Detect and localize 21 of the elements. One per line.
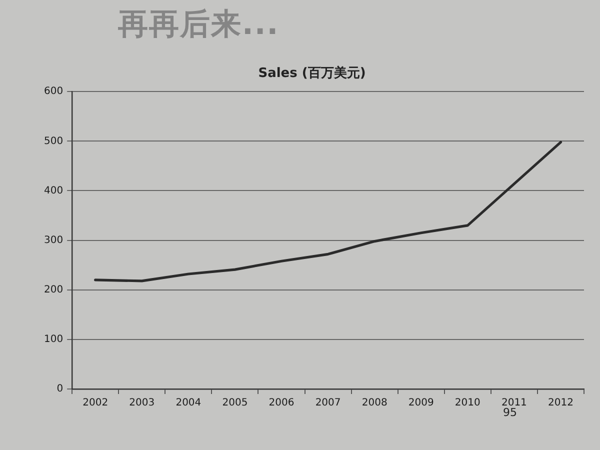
y-tick-label: 300 bbox=[44, 234, 64, 246]
x-tick-label: 2002 bbox=[82, 398, 108, 409]
x-tick-label: 2008 bbox=[362, 398, 388, 409]
chart-title: Sales (百万美元) bbox=[258, 65, 366, 82]
y-tick-label: 600 bbox=[44, 86, 64, 98]
x-tick-label: 2004 bbox=[176, 398, 202, 409]
x-tick-label: 2006 bbox=[268, 398, 294, 409]
y-tick-label: 500 bbox=[44, 136, 64, 147]
x-tick-label: 2007 bbox=[315, 398, 341, 409]
y-tick-label: 100 bbox=[44, 334, 64, 346]
text: 95 bbox=[503, 406, 517, 419]
x-tick-label: 2010 bbox=[454, 398, 480, 409]
x-tick-label: 2005 bbox=[222, 398, 248, 409]
text: 再再后来... bbox=[118, 6, 280, 44]
y-tick-label: 0 bbox=[56, 384, 64, 395]
x-tick-label: 2003 bbox=[129, 398, 155, 409]
y-tick-label: 400 bbox=[44, 185, 64, 196]
x-tick-label: 2011 bbox=[501, 398, 527, 409]
y-tick-label: 200 bbox=[44, 284, 64, 296]
x-tick-label: 2009 bbox=[408, 398, 434, 409]
x-tick-label: 2012 bbox=[548, 398, 574, 409]
